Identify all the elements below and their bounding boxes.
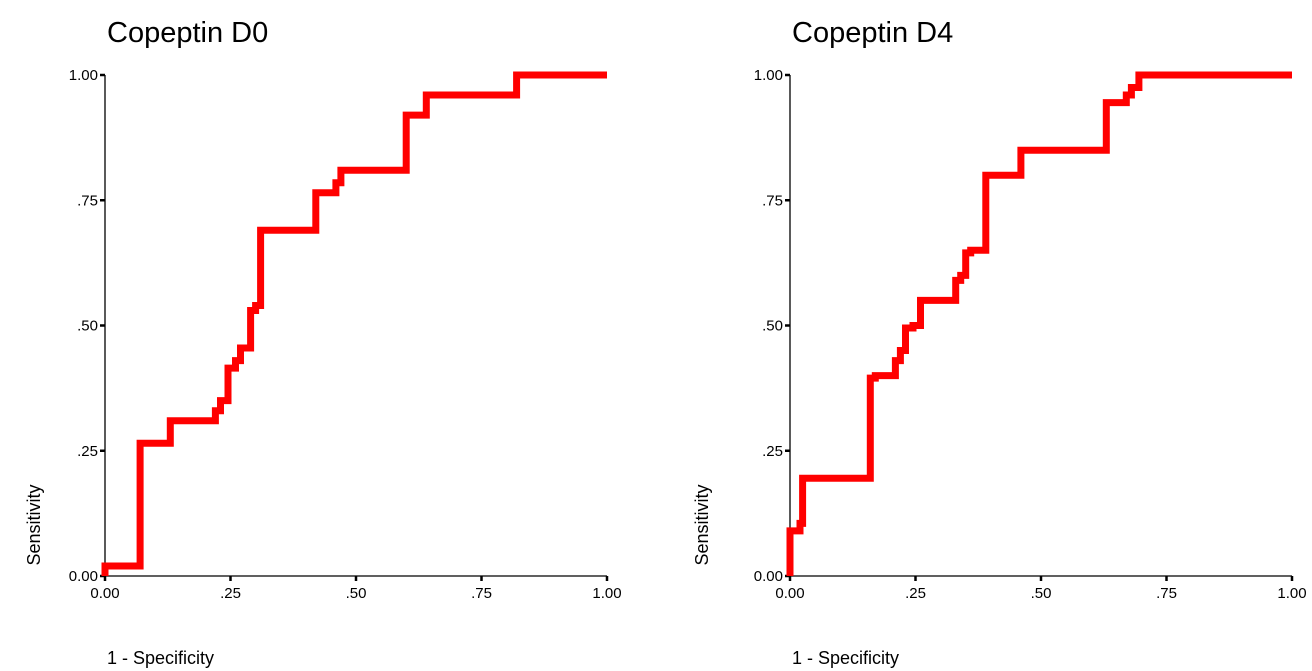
chart-0-y-axis-label: Sensitivity [24,484,44,565]
chart-1-x-tick-label-0: 0.00 [775,585,804,602]
chart-1-roc-curve-0 [786,71,1292,576]
chart-1-x-tick-label-3: .75 [1156,585,1177,602]
roc-chart-d4: Copeptin D4 0.00 .25 .50 .75 1.00 0.00 .25 .50 .7… [692,17,1307,668]
chart-0-y-tick-label-1: .25 [77,443,98,460]
chart-0-y-tick-label-2: .50 [77,318,98,335]
chart-0-x-tick-label-3: .75 [471,585,492,602]
chart-0-y-tick-label-4: 1.00 [69,67,98,84]
chart-1-y-tick-label-3: .75 [762,192,783,209]
chart-0-x-tick-label-1: .25 [220,585,241,602]
chart-panel-d4: Copeptin D4 0.00 .25 .50 .75 1.00 0.00 .25 .50 .7… [656,0,1312,671]
chart-1-x-tick-label-1: .25 [905,585,926,602]
chart-1-x-axis-label: 1 - Specificity [792,648,899,668]
chart-1-y-tick-label-2: .50 [762,318,783,335]
chart-0-x-tick-label-2: .50 [346,585,367,602]
roc-chart-d0: Copeptin D0 0.00 .25 .50 .75 1.00 0.00 .25 .50 .7… [24,17,622,668]
chart-1-y-axis-label: Sensitivity [692,484,712,565]
chart-panel-d0: Copeptin D0 0.00 .25 .50 .75 1.00 0.00 .25 .50 .7… [24,17,622,668]
chart-1-y-tick-label-1: .25 [762,443,783,460]
chart-1-y-tick-label-0: 0.00 [754,568,783,585]
chart-0-roc-curve-0 [101,71,607,576]
chart-1-title: Copeptin D4 [792,17,953,49]
chart-0-x-axis-label: 1 - Specificity [107,648,214,668]
chart-1-x-tick-label-2: .50 [1031,585,1052,602]
chart-0-y-tick-label-3: .75 [77,192,98,209]
chart-1-y-tick-label-4: 1.00 [754,67,783,84]
chart-0-x-tick-label-0: 0.00 [90,585,119,602]
chart-0-x-tick-label-4: 1.00 [592,585,621,602]
chart-0-title: Copeptin D0 [107,17,268,49]
chart-0-y-tick-label-0: 0.00 [69,568,98,585]
chart-1-x-tick-label-4: 1.00 [1277,585,1306,602]
